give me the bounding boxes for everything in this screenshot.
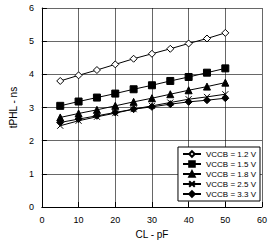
svg-text:60: 60 <box>257 215 267 225</box>
svg-text:6: 6 <box>29 3 34 13</box>
svg-text:0: 0 <box>39 215 44 225</box>
svg-text:CL - pF: CL - pF <box>135 229 168 240</box>
svg-text:tPHL - ns: tPHL - ns <box>8 87 19 128</box>
svg-text:10: 10 <box>74 215 84 225</box>
svg-text:VCCB = 1.5 V: VCCB = 1.5 V <box>206 160 257 169</box>
svg-text:VCCB = 2.5 V: VCCB = 2.5 V <box>206 180 257 189</box>
svg-text:VCCB = 1.8 V: VCCB = 1.8 V <box>206 170 257 179</box>
svg-text:VCCB = 3.3 V: VCCB = 3.3 V <box>206 190 257 199</box>
svg-text:4: 4 <box>29 69 34 79</box>
svg-text:30: 30 <box>147 215 157 225</box>
svg-text:50: 50 <box>220 215 230 225</box>
svg-text:3: 3 <box>29 103 34 113</box>
svg-text:0: 0 <box>29 202 34 212</box>
svg-text:1: 1 <box>29 169 34 179</box>
svg-text:40: 40 <box>184 215 194 225</box>
svg-text:VCCB = 1.2 V: VCCB = 1.2 V <box>206 150 257 159</box>
svg-text:5: 5 <box>29 36 34 46</box>
svg-text:20: 20 <box>110 215 120 225</box>
svg-text:2: 2 <box>29 136 34 146</box>
